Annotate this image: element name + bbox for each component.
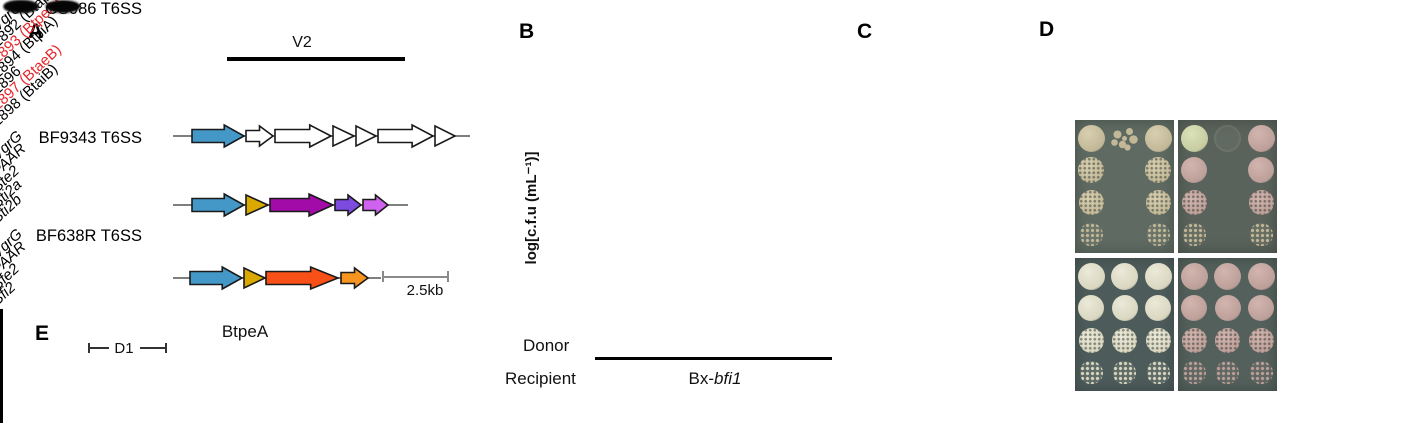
colony-spot xyxy=(1181,157,1207,183)
blot-band xyxy=(47,2,79,11)
gene-arrow xyxy=(377,123,435,149)
colony-spot xyxy=(1215,327,1240,353)
gene-arrow xyxy=(269,192,335,218)
recipient-value: Bx-bfi1 xyxy=(660,369,770,389)
gene-arrow xyxy=(245,124,275,148)
colony-spot xyxy=(1113,360,1136,384)
colony-spot xyxy=(1182,222,1206,246)
gene-arrow xyxy=(332,124,356,148)
gene-arrow xyxy=(334,193,363,217)
gene-arrow xyxy=(434,124,457,148)
colony-spot xyxy=(1180,124,1208,152)
protein-title: BtpeA xyxy=(221,322,269,341)
colony-spot xyxy=(1145,189,1171,215)
gene-arrow xyxy=(355,124,378,148)
colony-spot xyxy=(1111,262,1138,290)
colony-spot xyxy=(1112,327,1137,353)
colony-spot xyxy=(1181,189,1207,215)
panel-b-label: B xyxy=(519,20,535,43)
colony-spot xyxy=(1249,360,1273,384)
panel-d-label: D xyxy=(1039,18,1055,41)
d1-bracket-line-left xyxy=(89,347,109,349)
colony-spot xyxy=(1216,360,1239,384)
scale-bar xyxy=(382,276,448,278)
gene-arrow xyxy=(189,265,244,291)
scale-bar-label: 2.5kb xyxy=(406,282,444,299)
recipient-label: Recipient xyxy=(505,369,576,388)
colony-spot xyxy=(1145,157,1171,183)
d1-bracket-tick-left xyxy=(88,343,90,353)
t6ss-row-label: BF638R T6SS xyxy=(35,227,142,245)
colony-spot xyxy=(1077,262,1105,290)
colony-spot xyxy=(1078,157,1104,183)
colony-spot xyxy=(1145,295,1171,321)
gene-cluster-row xyxy=(173,192,408,218)
scale-bar-tick-right xyxy=(447,271,449,282)
colony-spot xyxy=(1248,189,1274,215)
colony-spot xyxy=(1146,222,1170,246)
colony-spot xyxy=(1248,295,1274,321)
colony-spot xyxy=(1180,262,1208,290)
colony-spot xyxy=(1078,189,1104,215)
panel-c-label: C xyxy=(857,20,873,43)
colony-spot xyxy=(1247,124,1275,152)
colony-spot xyxy=(1144,124,1172,152)
gene-arrow xyxy=(362,193,390,217)
gene-arrow xyxy=(191,192,246,218)
panel-a-label: A xyxy=(28,20,44,43)
colony-spot xyxy=(1214,124,1241,152)
colony-spot xyxy=(1079,360,1103,384)
gene-arrow xyxy=(340,266,370,290)
gene-arrow xyxy=(274,123,333,149)
plate xyxy=(1075,258,1174,391)
gene-arrow xyxy=(265,265,341,291)
colony-spot xyxy=(1247,262,1275,290)
recipient-strain-prefix: Bx- xyxy=(688,369,715,388)
colony-spot xyxy=(1078,295,1104,321)
scale-bar-tick-left xyxy=(382,271,384,282)
colony-spot xyxy=(1144,262,1172,290)
d1-bracket-label: D1 xyxy=(114,340,134,357)
colony-spot xyxy=(1214,262,1241,290)
colony-spot xyxy=(1145,327,1171,353)
t6ss-row-label: BF9343 T6SS xyxy=(38,129,142,148)
d1-bracket-tick-right xyxy=(165,343,167,353)
colony-spot xyxy=(1077,124,1105,152)
donor-label: Donor xyxy=(523,336,570,355)
lane-label: Δ tssC xyxy=(0,234,991,423)
colony-spot xyxy=(1146,360,1170,384)
donor-underline xyxy=(595,357,832,360)
blot-band xyxy=(5,1,37,12)
colony-spot xyxy=(1181,295,1207,321)
d1-bracket-line-right xyxy=(140,347,165,349)
plate xyxy=(1178,120,1277,253)
colony-spot xyxy=(1078,327,1104,353)
gene-arrow xyxy=(191,123,246,149)
colony-spot xyxy=(1214,295,1241,321)
v2-region-label: V2 xyxy=(292,34,312,51)
colony-spot xyxy=(1248,327,1274,353)
colony-spot xyxy=(1181,327,1207,353)
gene-cluster-row xyxy=(173,265,381,291)
v2-region-bar xyxy=(227,57,405,61)
colony-spot xyxy=(1182,360,1206,384)
colony-spot xyxy=(1122,135,1127,141)
gene-arrow xyxy=(245,193,270,217)
colony-spot xyxy=(1249,222,1273,246)
plate xyxy=(1075,120,1174,253)
panel-e-label: E xyxy=(35,322,50,345)
colony-spot xyxy=(1248,157,1274,183)
recipient-gene: bfi1 xyxy=(714,369,742,388)
plate xyxy=(1178,258,1277,391)
gene-arrow xyxy=(243,266,267,290)
colony-spot xyxy=(1111,295,1138,321)
y-axis-line xyxy=(0,309,3,423)
gene-cluster-row xyxy=(173,123,470,149)
colony-spot xyxy=(1079,222,1103,246)
